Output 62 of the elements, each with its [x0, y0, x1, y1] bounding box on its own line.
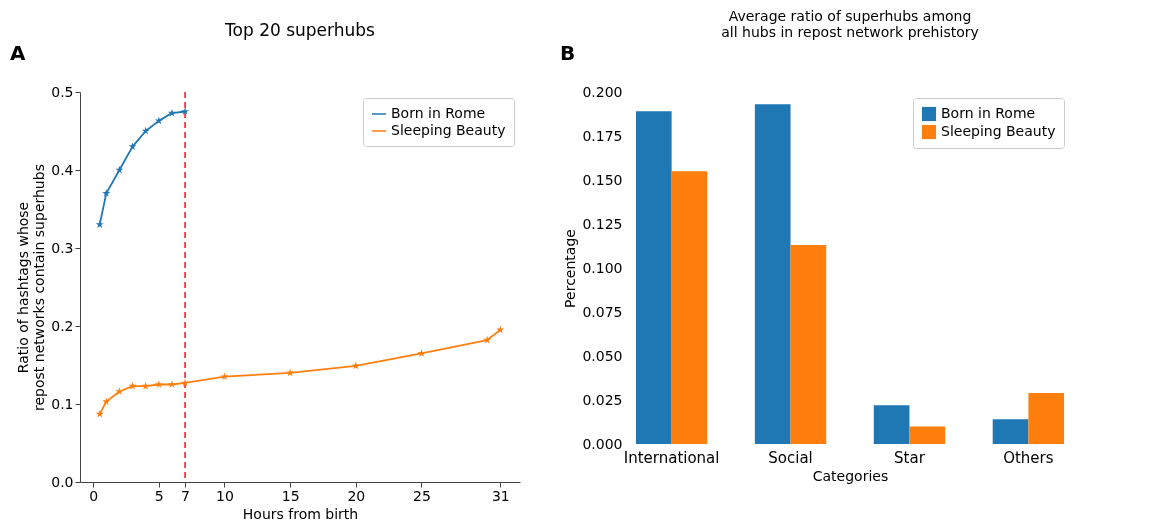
y-tick-label: 0.3: [51, 239, 74, 256]
point: [181, 378, 190, 387]
point: [220, 372, 229, 381]
x-tick-label: 10: [216, 487, 234, 504]
y-tick-label: 0.075: [582, 303, 623, 320]
y-tick-label: 0.1: [51, 395, 74, 412]
bar: [992, 419, 1029, 444]
y-tick-label: 0.0: [51, 473, 74, 490]
bar: [873, 405, 910, 444]
x-tick-label: 20: [347, 487, 366, 504]
legend-label: Sleeping Beauty: [391, 122, 506, 138]
y-axis-title: Percentage: [562, 229, 579, 308]
y-tick-label: 0.025: [582, 391, 623, 408]
y-tick-label: 0.050: [582, 347, 623, 364]
text: B: [560, 41, 576, 65]
x-tick-label: 31: [491, 487, 510, 504]
y-axis-title: Ratio of hashtags whose repost networks contain superhubs: [15, 164, 48, 411]
point: [128, 142, 137, 150]
bar: [671, 171, 708, 444]
point: [115, 387, 124, 395]
x-tick-label: 7: [181, 487, 191, 504]
point: [102, 189, 111, 197]
x-tick-label: Star: [894, 448, 926, 467]
y-tick-label: 0.100: [582, 259, 623, 276]
x-tick-label: Social: [768, 448, 813, 467]
point: [102, 397, 111, 406]
bar: [790, 245, 827, 444]
point: [483, 335, 492, 344]
x-tick-label: 0: [89, 487, 99, 504]
y-tick-label: 0.4: [51, 161, 74, 178]
legend-label: Born in Rome: [391, 105, 486, 121]
legend-label: Born in Rome: [941, 105, 1036, 121]
x-tick-label: 25: [413, 487, 431, 504]
y-tick-label: 0.2: [51, 317, 74, 334]
y-tick-label: 0.175: [582, 127, 623, 144]
point: [167, 108, 176, 117]
x-axis-title: Categories: [812, 467, 889, 484]
y-tick-label: 0.150: [582, 171, 623, 188]
point: [181, 107, 190, 115]
chart-title: Average ratio of superhubs among all hubs in repost network prehistory: [721, 8, 979, 40]
point: [95, 220, 104, 228]
bar: [909, 426, 946, 444]
x-axis-title: Hours from birth: [242, 505, 359, 522]
x-tick-label: Others: [1003, 448, 1054, 467]
legend-label: Sleeping Beauty: [941, 123, 1056, 139]
x-tick-label: 15: [281, 487, 300, 504]
y-tick-label: 0.5: [51, 83, 74, 100]
text: A: [10, 41, 26, 65]
chart-title: Top 20 superhubs: [224, 20, 376, 40]
y-tick-label: 0.000: [582, 435, 623, 452]
point: [351, 361, 360, 370]
x-tick-label: International: [623, 448, 720, 467]
y-tick-label: 0.125: [582, 215, 623, 232]
x-tick-label: 5: [154, 487, 164, 504]
point: [95, 409, 104, 418]
point: [167, 380, 176, 388]
point: [154, 380, 163, 388]
bar: [635, 111, 672, 444]
y-tick-label: 0.200: [582, 83, 623, 100]
point: [141, 126, 150, 135]
bar: [754, 104, 791, 444]
bar: [1028, 392, 1065, 444]
